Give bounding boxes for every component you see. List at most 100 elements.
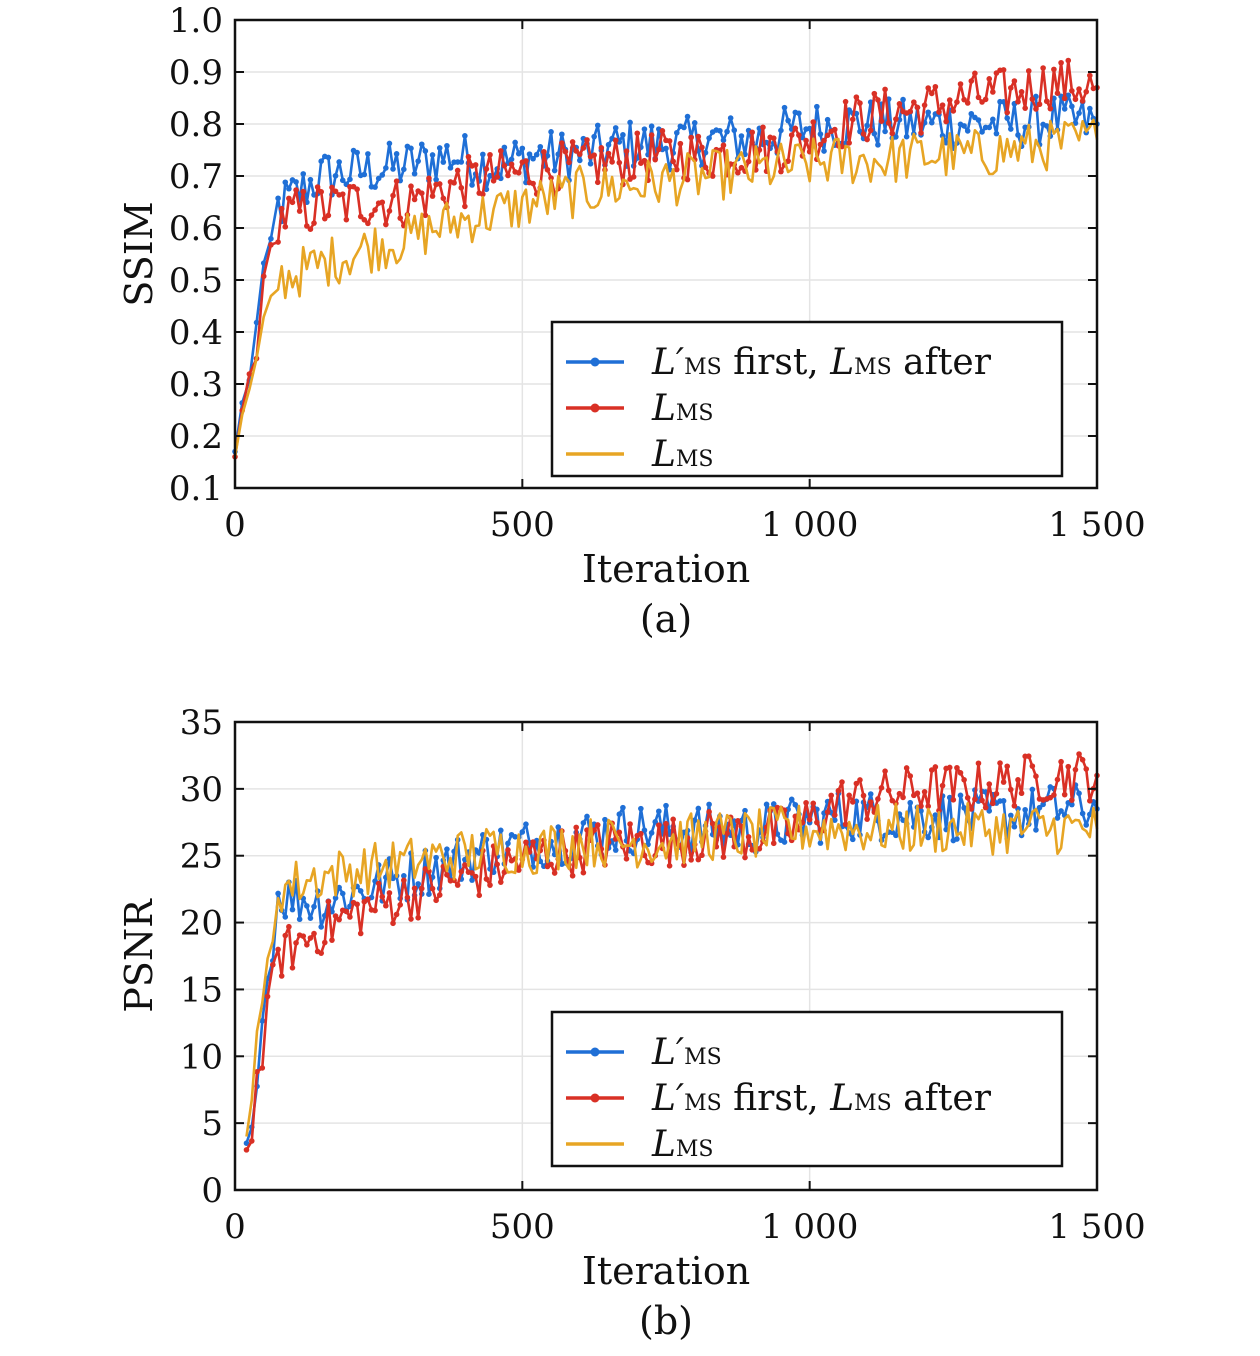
series-2-marker [365,896,371,902]
series-2-marker [505,172,511,179]
series-1-marker [591,133,597,140]
series-2-marker [458,184,465,191]
series-2-marker [469,870,475,876]
series-2-marker [404,894,411,901]
series-1-marker [469,877,475,883]
series-2-marker [569,139,576,145]
series-2-marker [577,151,583,158]
series-2-marker [1018,790,1025,797]
x-tick-label: 1 500 [1048,1207,1145,1247]
series-2-marker [282,932,289,939]
series-2-marker [390,920,396,927]
series-1-marker [375,175,382,182]
y-tick-label: 15 [180,970,223,1010]
series-2-marker [936,807,942,814]
series-2-marker [896,790,903,797]
series-2-marker [882,86,888,93]
series-2-marker [1018,89,1025,95]
series-2-marker [318,950,325,956]
series-1-marker [354,149,360,156]
series-2-marker [275,239,281,245]
series-1-marker [408,145,414,152]
series-1-marker [580,820,587,826]
series-1-marker [1022,806,1028,813]
series-1-marker [523,821,529,827]
series-2-marker [472,162,479,168]
series-2-marker [462,203,468,210]
series-2-marker [968,78,975,84]
series-2-marker [1069,88,1075,94]
series-2-marker [814,819,820,826]
series-1-marker [939,132,946,139]
series-1-marker [1029,786,1036,793]
series-2-marker [616,829,623,836]
series-1-marker [932,812,939,818]
series-2-marker [264,993,271,1000]
legend-box [550,1010,1064,1168]
series-2-marker [939,782,946,789]
series-2-marker [875,97,881,103]
series-2-marker [1051,792,1057,798]
series-2-marker [914,790,921,796]
series-2-marker [444,872,450,878]
series-2-marker [835,787,842,794]
series-2-marker [792,125,799,132]
series-2-marker [494,861,500,868]
series-2-marker [785,158,791,164]
series-2-marker [788,132,795,138]
series-1-marker [497,827,504,834]
series-1-marker [296,916,303,923]
series-2-marker [436,892,443,898]
series-1-marker [893,832,899,839]
series-2-marker [979,797,985,804]
series-2-marker [296,208,303,214]
series-2-marker [954,99,960,105]
series-1-marker [357,888,364,894]
series-2-marker [623,856,630,862]
series-2-marker [885,787,892,794]
series-1-marker [717,127,723,134]
series-2-marker [878,118,885,124]
series-2-marker [304,941,310,948]
series-1-marker [1000,798,1007,804]
series-1-marker [411,170,418,177]
series-1-marker [433,176,439,183]
series-1-marker [1043,123,1050,129]
series-1-marker [519,829,526,835]
series-1-marker [720,137,727,144]
series-2-marker [246,371,253,377]
series-1-marker [436,145,443,151]
series-1-marker [824,116,831,123]
series-1-marker [286,185,292,192]
series-2-marker [864,816,870,822]
series-2-marker [1054,776,1061,783]
series-1-marker [1083,822,1090,828]
series-2-marker [997,760,1003,766]
series-2-marker [1076,751,1082,757]
series-1-marker [289,906,296,913]
y-tick-label: 30 [180,770,223,810]
series-2-marker [742,854,748,861]
series-2-marker [336,916,342,923]
series-2-marker [1072,96,1079,103]
legend-box [550,320,1064,478]
series-1-marker [1061,106,1068,112]
series-2-marker [569,872,576,879]
series-1-marker [480,151,486,158]
series-2-marker [1025,753,1032,760]
series-1-marker [433,854,439,861]
series-2-marker [318,189,325,195]
series-2-marker [515,169,522,176]
series-1-marker [1008,812,1014,819]
series-2-marker [770,840,777,847]
series-1-marker [612,847,619,853]
series-2-marker [946,764,953,771]
series-1-marker [975,117,982,123]
series-2-marker [368,212,375,218]
series-2-marker [803,137,809,144]
series-2-marker [961,96,967,103]
series-1-marker [663,802,669,809]
series-2-marker [864,136,870,143]
series-2-marker [828,792,835,799]
series-1-marker [418,141,425,148]
